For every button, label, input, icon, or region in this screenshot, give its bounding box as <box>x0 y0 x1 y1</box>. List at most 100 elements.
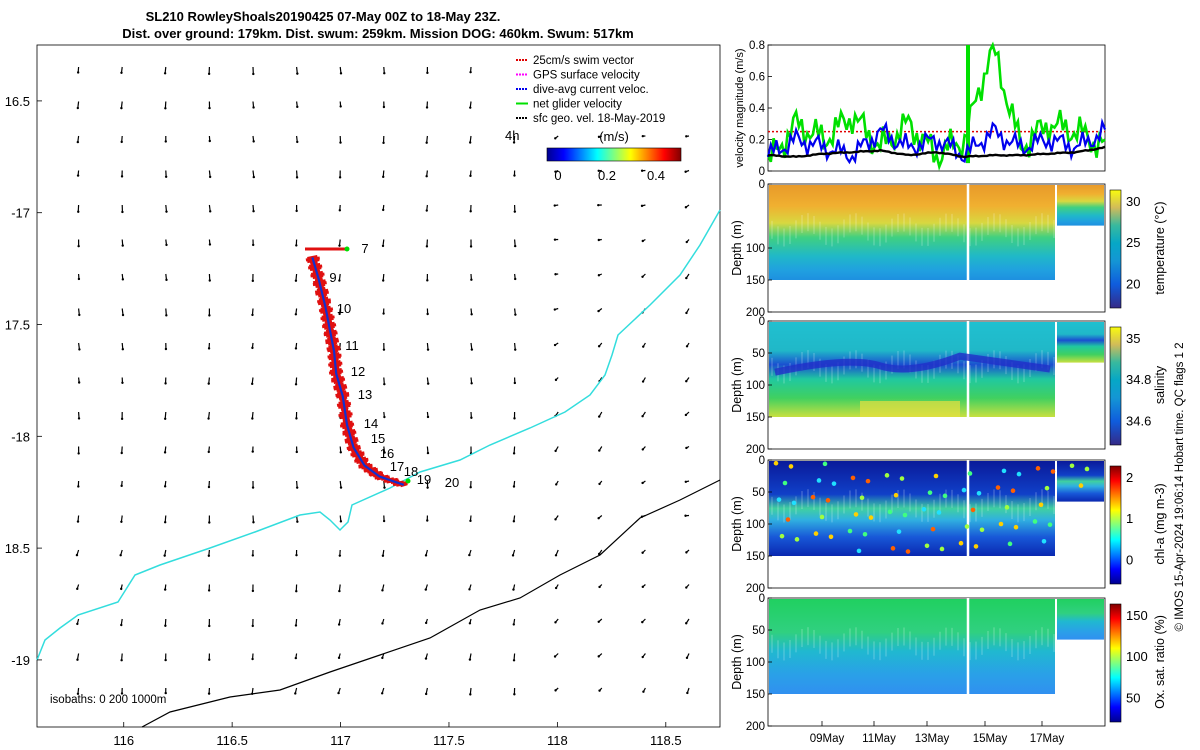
velocity-arrow-head <box>121 210 124 214</box>
chl-sample <box>810 494 816 500</box>
colorbar-label: salinity <box>1153 365 1167 404</box>
velocity-arrow-head <box>554 518 557 521</box>
time-tick-label: 13May <box>915 733 950 745</box>
velocity-arrow-head <box>76 587 79 591</box>
velocity-arrow-head <box>295 417 298 420</box>
time-tick-label: 15May <box>973 733 1008 745</box>
velocity-arrow-head <box>77 244 80 248</box>
velocity-arrow-head <box>338 209 342 212</box>
velocity-arrow-head <box>425 245 429 248</box>
day-label: 19 <box>417 472 431 487</box>
chl-sample <box>893 492 899 498</box>
velocity-arrow-head <box>514 348 517 351</box>
depth-tick-label: 200 <box>746 583 765 595</box>
velocity-arrow-head <box>597 169 600 172</box>
velocity-arrow-head <box>338 554 342 557</box>
velocity-arrow-head <box>252 175 256 179</box>
velocity-arrow-head <box>597 415 601 418</box>
velocity-arrow-head <box>78 313 81 317</box>
velocity-arrow-head <box>641 585 645 589</box>
map-legend: 25cm/s swim vector GPS surface velocity di… <box>500 53 700 133</box>
velocity-arrow-head <box>120 659 123 662</box>
velocity-arrow-head <box>470 278 473 281</box>
velocity-arrow-head <box>426 279 429 282</box>
colorbar-tick-label: 34.8 <box>1126 372 1151 387</box>
velocity-arrow-head <box>77 210 80 213</box>
velocity-arrow-head <box>75 553 79 557</box>
velocity-arrow-head <box>686 691 689 695</box>
velocity-arrow-head <box>383 415 386 419</box>
salinity-minimum-band <box>774 352 1051 376</box>
velocity-arrow-head <box>120 175 124 178</box>
velocity-arrow-head <box>597 620 600 623</box>
chl-sample <box>831 481 837 486</box>
speed-colorbar-ticks: 0 0.2 0.4 <box>554 168 665 183</box>
chl-sample <box>927 490 933 495</box>
lon-tick-label: 117.5 <box>433 733 465 748</box>
velocity-arrow-head <box>165 314 168 317</box>
velocity-arrow-head <box>381 589 384 592</box>
velocity-arrow-head <box>251 486 255 489</box>
profile-field-main <box>769 185 1055 280</box>
speed-colorbar <box>546 147 682 162</box>
day-label: 9 <box>329 270 336 285</box>
chl-sample <box>976 490 982 496</box>
velocity-arrow-head <box>208 175 212 179</box>
velocity-arrow-head <box>382 348 386 351</box>
depth-tick-label: 200 <box>746 307 765 319</box>
velocity-arrow-head <box>163 485 167 488</box>
day-label: 12 <box>351 364 365 379</box>
colorbar-tick-label: 0.2 <box>598 168 616 183</box>
map-latitude-ticks: 16.5 -17 17.5 -18 18.5 -19 <box>5 94 42 668</box>
velocity-arrow-head <box>513 381 517 385</box>
colorbar-unit: (m/s) <box>599 129 629 144</box>
velocity-arrow-head <box>598 449 601 452</box>
velocity-arrow-head <box>76 140 80 144</box>
velocity-arrow-head <box>77 417 81 420</box>
velocity-arrow-head <box>642 690 645 693</box>
velocity-arrow-head <box>164 658 167 662</box>
velocity-arrow-head <box>514 313 517 316</box>
colorbar-tick-label: 20 <box>1126 276 1140 291</box>
velocity-arrow-head <box>294 692 297 695</box>
chl-sample <box>853 512 859 517</box>
chl-sample <box>847 528 853 534</box>
chl-sample <box>813 531 819 536</box>
chl-sample <box>964 524 970 529</box>
velocity-arrow-head <box>685 380 688 383</box>
time-axis: 09May 11May 13May 15May 17May <box>810 721 1065 745</box>
time-tick-label: 09May <box>810 733 845 745</box>
velocity-arrow-head <box>163 588 167 591</box>
chl-sample <box>862 531 868 537</box>
velocity-arrow-head <box>120 520 123 524</box>
velocity-arrow-head <box>338 279 341 282</box>
velocity-arrow-head <box>554 554 558 557</box>
velocity-arrow-head <box>597 309 600 313</box>
chl-sample <box>822 461 828 467</box>
velocity-arrow-head <box>553 343 557 347</box>
velocity-arrow-head <box>597 203 600 207</box>
track-start-marker <box>344 246 350 252</box>
velocity-arrow-head <box>512 623 515 626</box>
velocity-arrow-head <box>382 105 386 109</box>
velocity-arrow-head <box>121 244 124 247</box>
profile-colorbar <box>1109 603 1122 723</box>
velocity-arrow-head <box>597 655 600 658</box>
high-salinity-patch <box>860 401 960 417</box>
velocity-arrow-head <box>207 347 211 350</box>
velocity-arrow-head <box>121 348 125 351</box>
lat-tick-label: 18.5 <box>5 541 30 556</box>
velocity-arrow-head <box>338 589 341 593</box>
velocity-arrow-head <box>120 587 123 591</box>
chl-sample <box>939 546 945 552</box>
chl-sample <box>1050 469 1056 474</box>
velocity-arrow-head <box>207 382 210 385</box>
velocity-arrow-head <box>208 139 211 143</box>
velocity-arrow-head <box>426 415 430 419</box>
colorbar-tick-label: 50 <box>1126 690 1140 705</box>
profile-colorbar <box>1109 465 1122 585</box>
depth-tick-label: 0 <box>759 316 765 328</box>
chl-sample <box>1004 505 1010 510</box>
velocity-arrow-head <box>424 692 428 696</box>
